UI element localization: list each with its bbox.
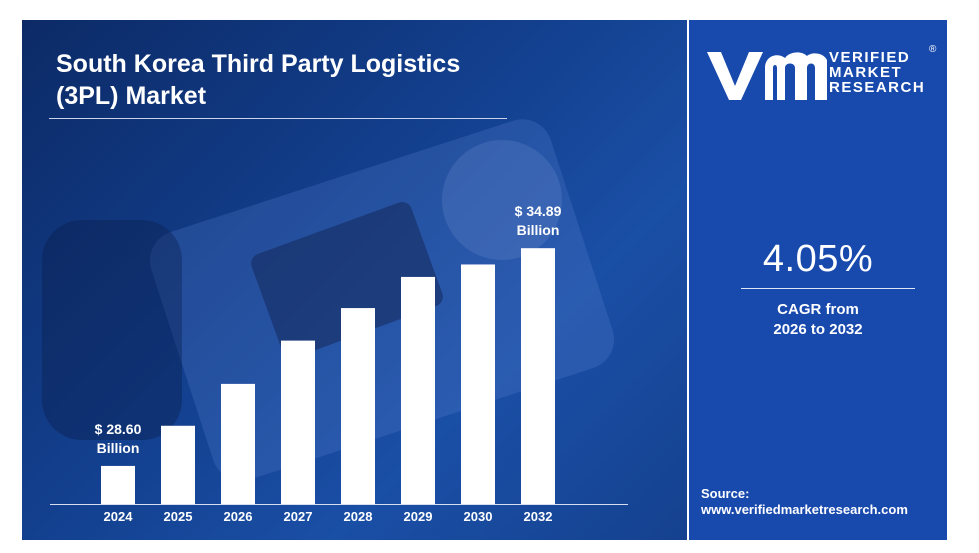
brand-line-2: MARKET (829, 64, 903, 81)
cagr-value: 4.05% (762, 238, 874, 280)
x-tick-label-2027: 2027 (284, 509, 313, 524)
vmr-logo-icon (707, 52, 827, 100)
infographic-card: South Korea Third Party Logistics (3PL) … (22, 20, 947, 540)
data-label-2024-line-1: $ 28.60 (95, 421, 142, 437)
title-line-2: (3PL) Market (56, 82, 207, 110)
bar-2029 (401, 276, 435, 504)
bar-2024 (101, 465, 135, 504)
x-tick-label-2026: 2026 (224, 509, 253, 524)
x-tick-label-2028: 2028 (344, 509, 373, 524)
bar-2026 (221, 383, 255, 504)
brand-wordmark: VERIFIED MARKET RESEARCH (829, 50, 925, 95)
chart-panel: South Korea Third Party Logistics (3PL) … (22, 20, 687, 540)
cagr-label-line-2: 2026 to 2032 (773, 321, 863, 338)
brand-line-3: RESEARCH (829, 79, 926, 96)
data-label-2032-line-1: $ 34.89 (515, 203, 562, 219)
title-divider (49, 118, 507, 119)
page-title: South Korea Third Party Logistics (3PL) … (56, 48, 556, 112)
bar-2030 (461, 264, 495, 504)
source-url[interactable]: www.verifiedmarketresearch.com (701, 502, 908, 517)
source-block: Source: www.verifiedmarketresearch.com (701, 486, 908, 518)
registered-mark: ® (929, 44, 937, 55)
bar-2025 (161, 425, 195, 504)
x-tick-label-2030: 2030 (464, 509, 493, 524)
x-tick-label-2032: 2032 (524, 509, 553, 524)
source-label: Source: (701, 486, 750, 501)
cagr-label: CAGR from 2026 to 2032 (689, 300, 947, 340)
data-label-2024-line-2: Billion (97, 440, 140, 456)
bar-2028 (341, 308, 375, 504)
side-panel: VERIFIED MARKET RESEARCH ® 4.05% CAGR fr… (689, 20, 947, 540)
bar-chart: 2024 2025 2026 2027 2028 2029 2030 2032 $ 28.60 B… (50, 203, 628, 524)
title-line-1: South Korea Third Party Logistics (56, 50, 461, 78)
bar-2032 (521, 248, 555, 504)
cagr-label-line-1: CAGR from (777, 301, 859, 318)
data-label-2032-line-2: Billion (517, 222, 560, 238)
x-tick-label-2025: 2025 (164, 509, 193, 524)
x-tick-label-2024: 2024 (104, 509, 134, 524)
bar-2027 (281, 340, 315, 504)
x-tick-label-2029: 2029 (404, 509, 433, 524)
brand-line-1: VERIFIED (829, 49, 911, 66)
cagr-divider (741, 288, 915, 289)
